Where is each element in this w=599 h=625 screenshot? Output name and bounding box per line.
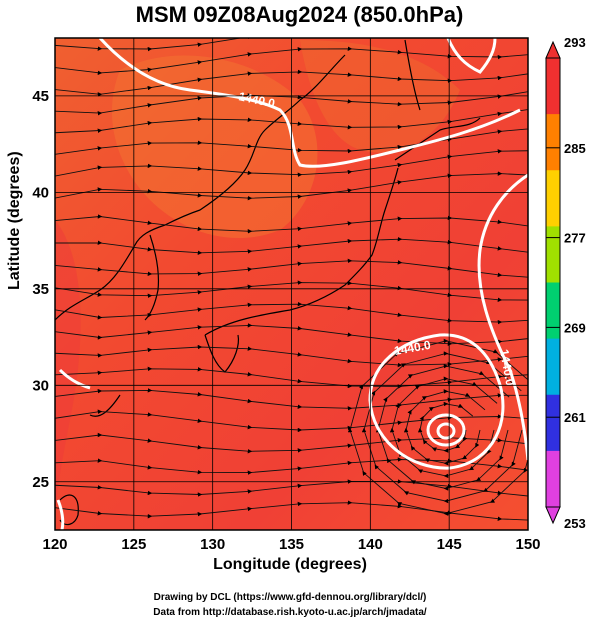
y-tick-labels: 25 30 35 40 45 xyxy=(32,88,49,491)
x-tick-140: 140 xyxy=(358,536,383,553)
y-tick-25: 25 xyxy=(32,474,49,491)
x-tick-145: 145 xyxy=(437,536,462,553)
colorbar: 293 285 277 269 261 253 xyxy=(545,35,586,531)
grid-lines xyxy=(55,38,528,530)
colorbar-label-269: 269 xyxy=(564,320,586,335)
colorbar-segment-5 xyxy=(546,338,560,396)
contour-northeast xyxy=(446,38,497,74)
colorbar-segment-7 xyxy=(546,450,560,508)
contour-north xyxy=(98,38,521,168)
map-title: MSM 09Z08Aug2024 (850.0hPa) xyxy=(135,2,464,27)
colorbar-label-261: 261 xyxy=(564,410,586,425)
streamline-8 xyxy=(55,214,528,234)
contour-east xyxy=(477,173,528,461)
y-tick-40: 40 xyxy=(32,184,49,201)
colorbar-label-293: 293 xyxy=(564,35,586,50)
map-figure: 1440.0 1440.0 1440.0 120 125 130 135 140 145 1… xyxy=(32,35,586,553)
colorbar-label-277: 277 xyxy=(564,231,586,246)
streamline-10 xyxy=(55,258,528,278)
y-tick-35: 35 xyxy=(32,281,49,298)
colorbar-label-285: 285 xyxy=(564,141,586,156)
streamline-9 xyxy=(55,236,528,256)
streamline-4 xyxy=(55,109,528,134)
streamlines xyxy=(55,38,528,521)
contour-southwest xyxy=(56,499,65,530)
colorbar-segment-4 xyxy=(546,282,560,340)
streamline-11 xyxy=(55,280,528,303)
colorbar-top-arrow xyxy=(545,40,561,59)
streamline-7 xyxy=(55,171,528,201)
colorbar-bottom-arrow xyxy=(545,506,561,525)
streamline-27 xyxy=(347,338,528,516)
contour-typhoon-outer xyxy=(368,333,505,470)
credit-data: Data from http://database.rish.kyoto-u.a… xyxy=(153,607,427,618)
streamline-2 xyxy=(55,69,528,97)
contour-typhoon-inner xyxy=(436,422,456,440)
colorbar-segment-6 xyxy=(546,394,560,452)
plot-frame xyxy=(54,37,529,531)
colorbar-segment-1 xyxy=(546,114,560,171)
contour-typhoon-mid xyxy=(426,413,466,447)
x-tick-135: 135 xyxy=(279,536,304,553)
x-tick-120: 120 xyxy=(42,536,67,553)
contour-lines xyxy=(56,38,528,530)
x-tick-150: 150 xyxy=(515,536,540,553)
y-tick-30: 30 xyxy=(32,377,49,394)
colorbar-segment-3 xyxy=(546,226,560,283)
colorbar-label-253: 253 xyxy=(564,516,586,531)
x-tick-labels: 120 125 130 135 140 145 150 xyxy=(42,536,540,553)
contour-label-east: 1440.0 xyxy=(497,348,517,387)
contour-label-typhoon: 1440.0 xyxy=(393,338,432,358)
map-plot-area: 1440.0 1440.0 1440.0 xyxy=(55,38,528,530)
streamline-3 xyxy=(55,91,528,116)
coastline-taiwan xyxy=(59,494,79,526)
credit-drawing: Drawing by DCL (https://www.gfd-dennou.o… xyxy=(153,592,427,603)
streamline-12 xyxy=(55,301,528,325)
contour-west xyxy=(58,368,91,390)
y-tick-45: 45 xyxy=(32,88,49,105)
colorbar-segment-2 xyxy=(546,170,560,227)
x-axis-label: Longitude (degrees) xyxy=(213,556,367,573)
colorbar-segment-0 xyxy=(546,58,560,115)
x-tick-125: 125 xyxy=(121,536,146,553)
x-tick-130: 130 xyxy=(200,536,225,553)
